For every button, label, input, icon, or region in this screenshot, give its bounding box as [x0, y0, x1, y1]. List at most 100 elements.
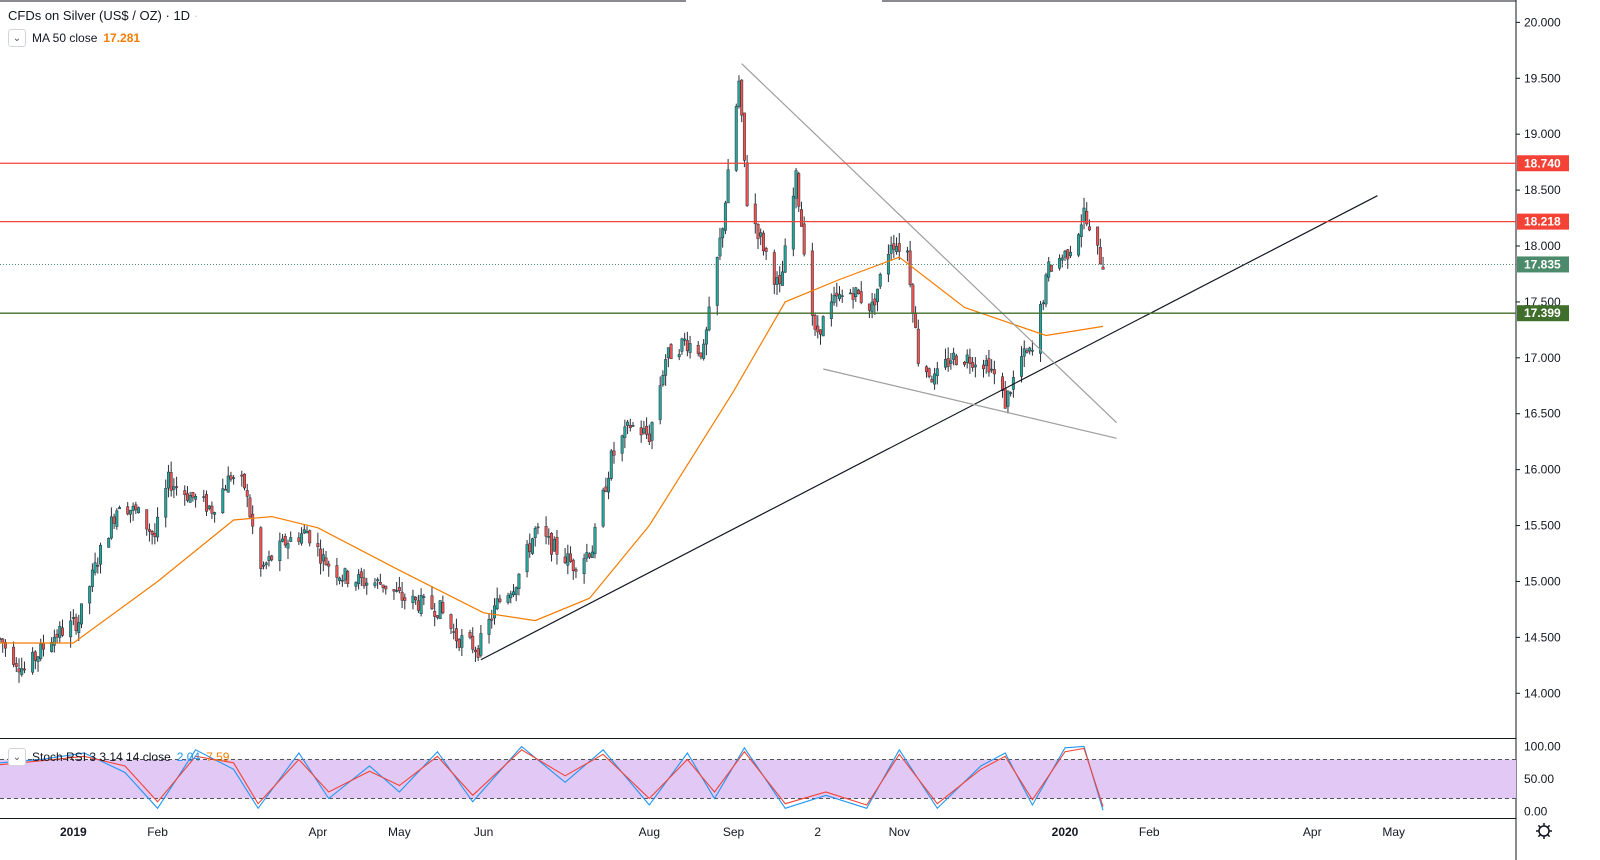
- candle-body: [914, 312, 918, 328]
- candle-body: [156, 516, 160, 538]
- price-axis-label: 19.000: [1524, 127, 1561, 141]
- candle-body: [683, 338, 687, 341]
- candle-body: [172, 486, 176, 490]
- price-axis-label: 14.000: [1524, 686, 1561, 700]
- candle-body: [1077, 234, 1081, 256]
- candle-body: [188, 495, 192, 503]
- candle-body: [476, 648, 480, 658]
- trendline-wedge-upper[interactable]: [741, 63, 1118, 424]
- candle-body: [547, 536, 551, 538]
- price-axis-label: 16.000: [1524, 463, 1561, 477]
- candle-body: [949, 360, 953, 364]
- candle-body: [166, 471, 170, 489]
- candle-body: [403, 597, 407, 601]
- price-axis-label: 19.500: [1524, 71, 1561, 85]
- ma-collapse-chevron-icon[interactable]: ⌄: [8, 29, 26, 47]
- candle-body: [878, 273, 882, 287]
- candle-body: [1063, 250, 1067, 258]
- candle-body: [20, 668, 24, 675]
- candle-body: [607, 477, 611, 493]
- candle-body: [300, 533, 304, 544]
- stoch-collapse-chevron-icon[interactable]: ⌄: [8, 748, 26, 766]
- candle-body: [3, 642, 7, 649]
- candle-body: [185, 493, 189, 501]
- candle-body: [77, 622, 81, 633]
- candle-body: [346, 571, 350, 584]
- candle-body: [1020, 356, 1024, 377]
- candle-body: [438, 600, 442, 620]
- candle-body: [115, 510, 119, 527]
- candle-body: [721, 228, 725, 239]
- candle-body: [55, 633, 59, 638]
- candle-body: [232, 477, 236, 479]
- candle-body: [262, 564, 266, 567]
- level-label: 18.218: [1524, 215, 1561, 229]
- candle-body: [90, 569, 94, 588]
- candle-body: [924, 366, 928, 373]
- candle-body: [1066, 249, 1070, 260]
- candle-body: [378, 582, 382, 585]
- candle-body: [840, 295, 844, 297]
- candle-body: [71, 617, 75, 619]
- level-label: 18.740: [1524, 156, 1561, 170]
- time-axis-label: 2: [814, 825, 821, 839]
- candle-body: [639, 427, 643, 436]
- candle-body: [797, 173, 801, 207]
- candle-body: [867, 303, 871, 311]
- candle-body: [1101, 266, 1105, 270]
- candle-body: [58, 626, 62, 638]
- candle-body: [61, 627, 64, 636]
- candle-body: [645, 426, 649, 435]
- candle-body: [604, 486, 608, 492]
- candle-body: [821, 316, 825, 337]
- candle-body: [620, 435, 624, 454]
- main-legend: CFDs on Silver (US$ / OZ) · 1D · ⌄ MA 50…: [8, 8, 198, 47]
- level-label-bg: [1517, 256, 1569, 273]
- candle-body: [479, 633, 483, 656]
- candle-body: [416, 600, 420, 611]
- trendline-wedge-lower[interactable]: [823, 368, 1117, 439]
- level-label-bg: [1517, 213, 1569, 230]
- candle-body: [794, 170, 798, 199]
- candle-body: [473, 649, 477, 652]
- candle-body: [1030, 350, 1034, 352]
- candle-body: [601, 489, 605, 527]
- candle-body: [498, 598, 502, 602]
- candle-body: [832, 294, 836, 304]
- candle-body: [411, 595, 415, 604]
- candle-body: [419, 595, 423, 614]
- candle-body: [267, 556, 271, 561]
- candle-body: [88, 586, 92, 604]
- candle-body: [153, 533, 157, 537]
- candle-body: [696, 344, 700, 354]
- trendline-rising-support[interactable]: [480, 195, 1378, 661]
- time-axis-label: 2019: [60, 825, 87, 839]
- candle-body: [259, 527, 263, 569]
- candle-body: [590, 551, 594, 558]
- interval-label: 1D: [173, 8, 191, 23]
- stoch-band: [0, 759, 1516, 799]
- candle-body: [384, 585, 388, 590]
- candle-body: [245, 490, 249, 497]
- price-axis-label: 18.500: [1524, 183, 1561, 197]
- stoch-axis-label: 0.00: [1524, 805, 1548, 819]
- candle-body: [984, 360, 988, 367]
- candle-body: [666, 347, 670, 359]
- candle-body: [1041, 302, 1045, 305]
- candle-body: [742, 112, 746, 161]
- candle-body: [816, 325, 820, 333]
- candle-body: [327, 563, 331, 567]
- candle-body: [400, 591, 404, 601]
- candle-body: [870, 301, 874, 313]
- candle-body: [563, 556, 567, 563]
- candle-body: [270, 555, 274, 561]
- candle-body: [36, 656, 40, 662]
- candle-body: [791, 195, 795, 250]
- candle-body: [1044, 274, 1048, 305]
- candle-body: [930, 378, 934, 383]
- stoch-line-d: [0, 747, 1104, 807]
- candle-body: [688, 343, 692, 353]
- candle-body: [838, 294, 841, 300]
- candle-body: [338, 577, 342, 581]
